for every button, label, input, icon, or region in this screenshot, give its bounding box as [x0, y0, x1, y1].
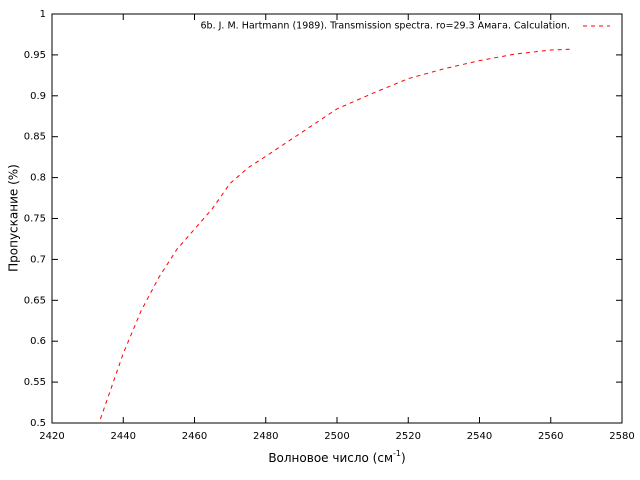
y-axis-label: Пропускание (%): [7, 164, 21, 272]
y-tick-label: 0.65: [24, 295, 46, 306]
x-label-suffix: ): [401, 451, 406, 465]
y-tick-label: 0.55: [24, 377, 46, 388]
x-label-text: Волновое число (см: [268, 451, 393, 465]
x-axis-label: Волновое число (см-1): [268, 449, 405, 465]
x-tick-label: 2500: [324, 431, 349, 442]
y-tick-label: 0.7: [30, 254, 46, 265]
data-line: [99, 48, 573, 420]
y-tick-label: 0.8: [30, 173, 46, 184]
x-tick-label: 2540: [467, 431, 492, 442]
x-tick-label: 2560: [538, 431, 563, 442]
y-tick-label: 0.5: [30, 418, 46, 429]
y-tick-label: 0.75: [24, 214, 46, 225]
y-tick-label: 0.9: [30, 91, 46, 102]
plot-frame: [51, 13, 623, 424]
x-tick-label: 2580: [609, 431, 634, 442]
x-tick-label: 2480: [253, 431, 278, 442]
x-tick-label: 2460: [182, 431, 207, 442]
y-tick-label: 0.95: [24, 50, 46, 61]
legend-label: 6b. J. M. Hartmann (1989). Transmission …: [201, 21, 570, 32]
x-tick-label: 2440: [111, 431, 136, 442]
x-tick-label: 2420: [39, 431, 64, 442]
x-tick-label: 2520: [396, 431, 421, 442]
y-tick-label: 0.85: [24, 132, 46, 143]
y-tick-label: 0.6: [30, 336, 46, 347]
x-label-superscript: -1: [393, 449, 401, 458]
y-tick-label: 1: [40, 9, 46, 20]
